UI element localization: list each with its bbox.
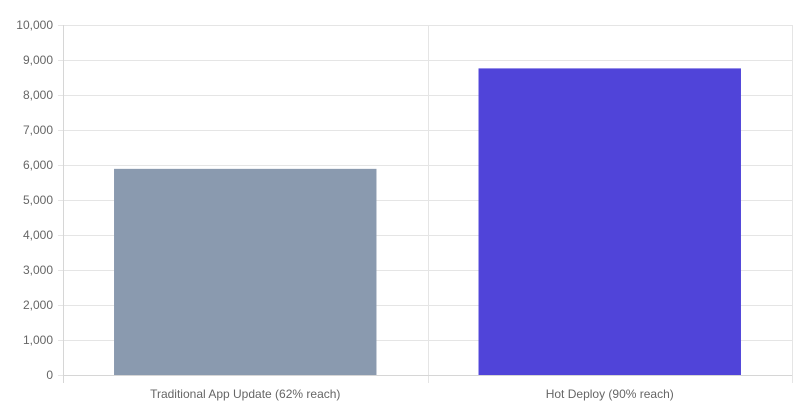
y-tick-label: 10,000 bbox=[16, 18, 53, 32]
y-tick-label: 0 bbox=[46, 368, 53, 382]
y-tick-label: 7,000 bbox=[23, 123, 53, 137]
y-tick-label: 2,000 bbox=[23, 298, 53, 312]
x-tick-label: Traditional App Update (62% reach) bbox=[150, 387, 340, 401]
y-axis-ticks: 0 1,000 2,000 3,000 4,000 5,000 6,000 7,000 8,00… bbox=[16, 18, 53, 382]
y-tick-label: 4,000 bbox=[23, 228, 53, 242]
y-tick-label: 8,000 bbox=[23, 88, 53, 102]
bar bbox=[114, 168, 377, 375]
x-axis-ticks: Traditional App Update (62% reach) Hot De… bbox=[150, 387, 674, 401]
y-tick-label: 9,000 bbox=[23, 53, 53, 67]
x-tick-label: Hot Deploy (90% reach) bbox=[546, 387, 674, 401]
y-tick-label: 5,000 bbox=[23, 193, 53, 207]
y-tick-label: 6,000 bbox=[23, 158, 53, 172]
bar bbox=[478, 68, 741, 376]
y-tick-label: 3,000 bbox=[23, 263, 53, 277]
y-tick-label: 1,000 bbox=[23, 333, 53, 347]
bars bbox=[114, 68, 741, 376]
